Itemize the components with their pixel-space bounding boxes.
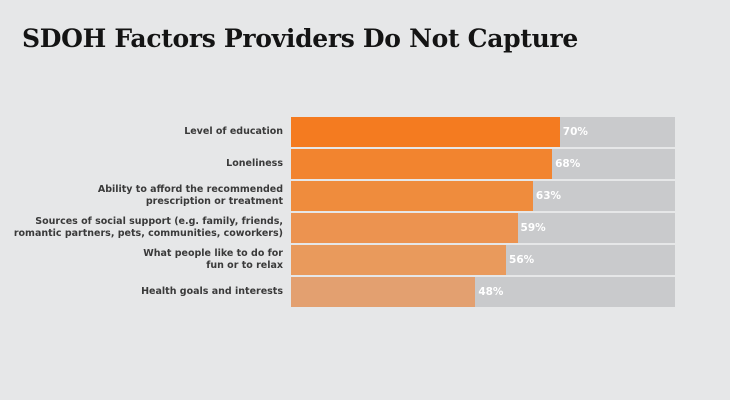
category-label-line: Health goals and interests <box>141 286 283 297</box>
bar-track: 68% <box>291 149 675 179</box>
bar-track: 63% <box>291 181 675 211</box>
category-label-line: What people like to do for <box>143 248 283 259</box>
bar-track: 59% <box>291 213 675 243</box>
bar-track: 70% <box>291 117 675 147</box>
bar <box>291 277 476 307</box>
category-label-line: prescription or treatment <box>145 196 283 207</box>
value-label: 48% <box>478 286 504 298</box>
category-label: Level of education <box>0 126 283 138</box>
value-label: 59% <box>520 222 546 234</box>
category-label: Sources of social support (e.g. family, … <box>0 216 283 240</box>
category-label: Health goals and interests <box>0 286 283 298</box>
bar <box>291 149 553 179</box>
value-label: 56% <box>509 254 535 266</box>
category-label: What people like to do for fun or to rela… <box>0 248 283 272</box>
bar <box>291 245 507 275</box>
bar <box>291 213 518 243</box>
value-label: 63% <box>535 190 562 202</box>
category-label-line: Ability to afford the recommended <box>97 184 283 195</box>
category-label-line: Level of education <box>184 126 283 137</box>
category-label: Loneliness <box>0 158 283 170</box>
chart-title: SDOH Factors Providers Do Not Capture <box>22 24 578 53</box>
bar-track: 56% <box>291 245 675 275</box>
category-label-line: Loneliness <box>226 158 283 169</box>
category-label: Ability to afford the recommended prescri… <box>0 184 283 208</box>
bar <box>291 181 533 211</box>
bar <box>291 117 560 147</box>
category-label-line: Sources of social support (e.g. family, … <box>35 216 283 227</box>
value-label: 68% <box>555 158 581 170</box>
category-label-line: fun or to relax <box>206 260 283 271</box>
value-label: 70% <box>562 126 588 138</box>
category-label-line: romantic partners, pets, communities, co… <box>13 228 283 239</box>
bar-track: 48% <box>291 277 675 307</box>
